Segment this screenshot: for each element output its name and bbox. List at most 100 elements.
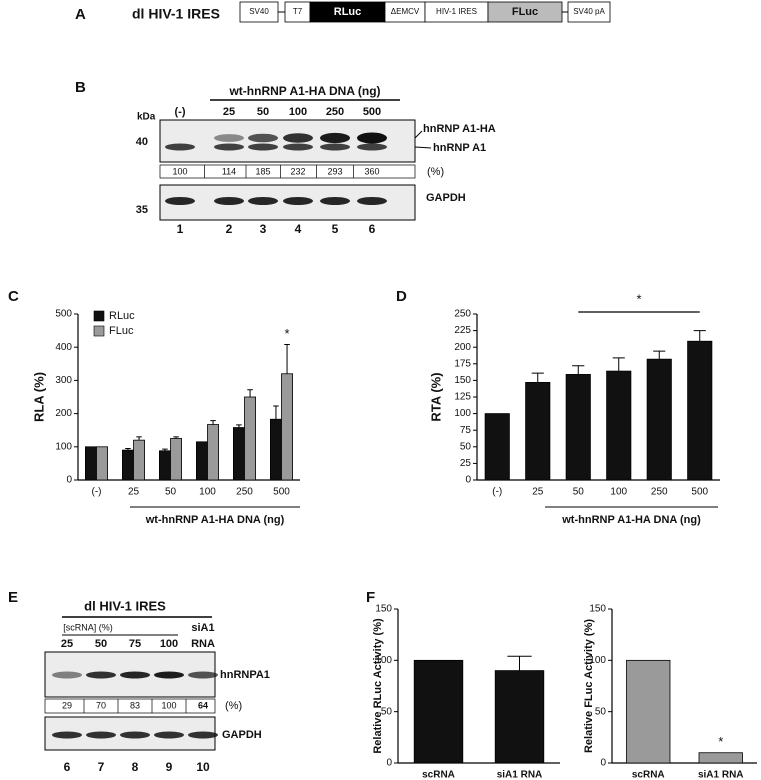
x-tick-label: scRNA [632, 770, 665, 780]
panel-label: A [75, 6, 86, 23]
x-tick-label: 500 [691, 487, 708, 498]
band [120, 731, 150, 739]
band [283, 143, 313, 151]
bar [281, 373, 294, 481]
panel-label: F [366, 589, 375, 606]
x-tick-label: 250 [651, 487, 668, 498]
lane-number: 5 [332, 222, 339, 236]
y-tick-label: 125 [454, 392, 471, 403]
quant-unit: (%) [427, 166, 444, 178]
error-bar [247, 389, 253, 397]
panel-label: D [396, 288, 407, 305]
legend-swatch [93, 310, 105, 322]
panel-label: C [8, 288, 19, 305]
lane-label: 100 [289, 106, 307, 118]
y-tick-label: 200 [454, 342, 471, 353]
band [188, 671, 218, 679]
blot-title: dl HIV-1 IRES [84, 598, 166, 613]
x-tick-label: 500 [273, 487, 290, 498]
bar [170, 438, 183, 481]
y-axis-label: RLA (%) [31, 372, 46, 422]
loading-label: GAPDH [222, 729, 262, 741]
bar [207, 424, 220, 481]
band [165, 197, 195, 205]
bar [565, 374, 591, 481]
lane-number: 2 [226, 222, 233, 236]
band-label: hnRNP A1 [433, 142, 486, 154]
y-tick-label: 100 [454, 408, 471, 419]
lane-label: 50 [257, 106, 269, 118]
quant-value: 70 [96, 700, 106, 710]
bar [85, 446, 97, 481]
lane-label: 25 [223, 106, 235, 118]
band [154, 671, 184, 679]
bar [269, 418, 282, 481]
band [283, 197, 313, 205]
band [357, 143, 387, 151]
y-tick-label: 100 [375, 655, 392, 666]
construct-label: ΔEMCV [391, 7, 420, 16]
bar [494, 670, 545, 764]
band [357, 197, 387, 205]
bar [96, 446, 109, 481]
y-tick-label: 25 [460, 458, 472, 469]
error-bar [284, 344, 290, 374]
y-tick-label: 100 [589, 655, 606, 666]
band [320, 143, 350, 151]
quant-value: 100 [172, 166, 187, 176]
error-bar [136, 436, 142, 441]
x-tick-label: (-) [92, 487, 102, 498]
annotation: * [285, 326, 290, 341]
band [52, 671, 82, 679]
loading-label: GAPDH [426, 192, 466, 204]
band [120, 671, 150, 679]
blot-header: wt-hnRNP A1-HA DNA (ng) [228, 84, 380, 98]
x-tick-label: 50 [165, 487, 177, 498]
band [214, 143, 244, 151]
lane-label: 250 [326, 106, 344, 118]
construct-element [487, 1, 563, 23]
lane-number: 8 [132, 760, 139, 774]
bar [122, 449, 134, 481]
band [357, 132, 387, 144]
y-tick-label: 0 [386, 758, 392, 769]
y-tick-label: 400 [55, 342, 72, 353]
bar [413, 659, 464, 764]
panel-label: B [75, 79, 86, 96]
y-tick-label: 75 [460, 425, 472, 436]
band [320, 197, 350, 205]
construct-label: HIV-1 IRES [436, 7, 477, 16]
quant-value: 29 [62, 700, 72, 710]
quant-value: 100 [161, 700, 176, 710]
error-bar [236, 424, 242, 428]
x-tick-label: 250 [236, 487, 253, 498]
marker: 35 [136, 204, 148, 216]
kda-label: kDa [137, 112, 156, 123]
y-axis-label: Relative RLuc Activity (%) [372, 618, 384, 754]
y-tick-label: 100 [55, 441, 72, 452]
si-label: siA1 [191, 622, 214, 634]
error-bar [507, 655, 532, 671]
lane-label: 500 [363, 106, 381, 118]
y-tick-label: 0 [600, 758, 606, 769]
error-bar [125, 447, 131, 451]
error-bar [173, 436, 179, 439]
band [248, 197, 278, 205]
panel-label: E [8, 589, 18, 606]
error-bar [572, 365, 585, 375]
x-tick-label: 100 [610, 487, 627, 498]
construct-label: SV40 pA [573, 7, 605, 16]
band [165, 143, 195, 151]
band-label: hnRNPA1 [220, 669, 270, 681]
y-axis-label: Relative FLuc Activity (%) [583, 619, 595, 753]
bar [244, 396, 257, 481]
lane-number: 9 [166, 760, 173, 774]
lane-number: 6 [369, 222, 376, 236]
lane-number: 3 [260, 222, 267, 236]
construct-label: SV40 [249, 7, 269, 16]
y-tick-label: 0 [465, 475, 471, 486]
y-tick-label: 150 [375, 604, 392, 615]
band [214, 197, 244, 205]
quant-value: 293 [327, 166, 342, 176]
quant-value: 185 [255, 166, 270, 176]
